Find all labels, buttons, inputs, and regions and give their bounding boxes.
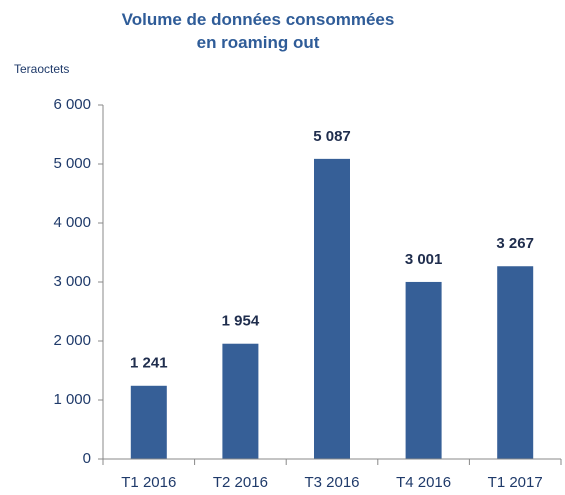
value-label: 1 241: [130, 355, 168, 372]
x-tick-label: T3 2016: [304, 474, 359, 491]
x-tick-label: T2 2016: [213, 474, 268, 491]
chart-title: Volume de données consommées en roaming …: [121, 10, 395, 52]
y-axis-label: Teraoctets: [14, 62, 69, 76]
bar: [222, 343, 259, 459]
x-tick-label: T4 2016: [396, 474, 451, 491]
y-tick-label: 6 000: [53, 96, 91, 113]
y-tick-label: 2 000: [53, 332, 91, 349]
x-tick-label: T1 2017: [488, 474, 543, 491]
x-tick-label: T1 2016: [121, 474, 176, 491]
value-label: 3 001: [405, 251, 443, 268]
bar: [314, 158, 350, 459]
bar: [405, 281, 442, 459]
y-tick-label: 1 000: [53, 391, 91, 408]
y-tick-label: 0: [83, 450, 91, 467]
value-label: 1 954: [222, 313, 260, 330]
bar: [130, 385, 167, 459]
y-tick-label: 5 000: [53, 155, 91, 172]
y-tick-label: 3 000: [53, 273, 91, 290]
bar: [497, 266, 534, 459]
value-label: 3 267: [496, 235, 534, 252]
y-tick-label: 4 000: [53, 214, 91, 231]
value-label: 5 087: [313, 128, 351, 145]
